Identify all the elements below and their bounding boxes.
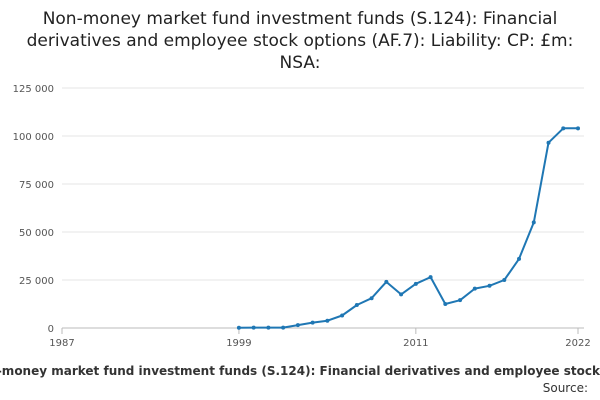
data-point xyxy=(576,126,580,131)
data-point xyxy=(295,323,300,328)
data-point xyxy=(354,302,359,307)
data-point xyxy=(458,298,463,303)
y-tick-label: 50 000 xyxy=(19,228,54,239)
chart-title: Non-money market fund investment funds (… xyxy=(26,9,574,73)
data-point xyxy=(561,126,566,131)
data-point xyxy=(428,275,433,280)
y-tick-label: 25 000 xyxy=(19,276,54,287)
series-line xyxy=(238,127,578,329)
data-point xyxy=(443,302,448,306)
source-label: Source: xyxy=(542,381,588,395)
data-point xyxy=(502,278,507,282)
y-tick-label: 125 000 xyxy=(13,84,54,95)
x-tick-label: 2011 xyxy=(403,338,428,349)
data-point xyxy=(251,325,256,330)
data-point xyxy=(384,279,389,284)
data-point xyxy=(325,318,330,323)
data-point xyxy=(281,325,286,330)
x-tick-label: 1999 xyxy=(226,338,251,349)
data-point xyxy=(546,140,551,145)
data-point xyxy=(487,283,492,288)
data-point xyxy=(266,325,271,330)
data-point xyxy=(472,286,477,291)
y-axis-ticks: 0 25 000 50 000 75 000 100 000 125 000 xyxy=(13,84,54,335)
data-point xyxy=(236,325,241,330)
data-point xyxy=(531,220,536,225)
data-point xyxy=(399,292,404,297)
y-tick-label: 0 xyxy=(48,324,54,335)
x-tick-label: 2022 xyxy=(565,338,590,349)
data-point xyxy=(413,281,418,286)
y-tick-label: 100 000 xyxy=(13,132,54,143)
data-point xyxy=(310,320,315,325)
series-group xyxy=(236,126,580,330)
legend-label: Non-money market fund investment funds (… xyxy=(0,364,600,378)
data-point xyxy=(517,256,522,261)
legend: Non-money market fund investment funds (… xyxy=(0,364,600,382)
x-tick-label: 1987 xyxy=(49,338,74,349)
data-point xyxy=(340,313,345,318)
gridlines xyxy=(62,87,584,329)
x-axis-ticks: 1987 1999 2011 2022 xyxy=(49,328,591,349)
data-point xyxy=(369,296,374,301)
y-tick-label: 75 000 xyxy=(19,180,54,191)
